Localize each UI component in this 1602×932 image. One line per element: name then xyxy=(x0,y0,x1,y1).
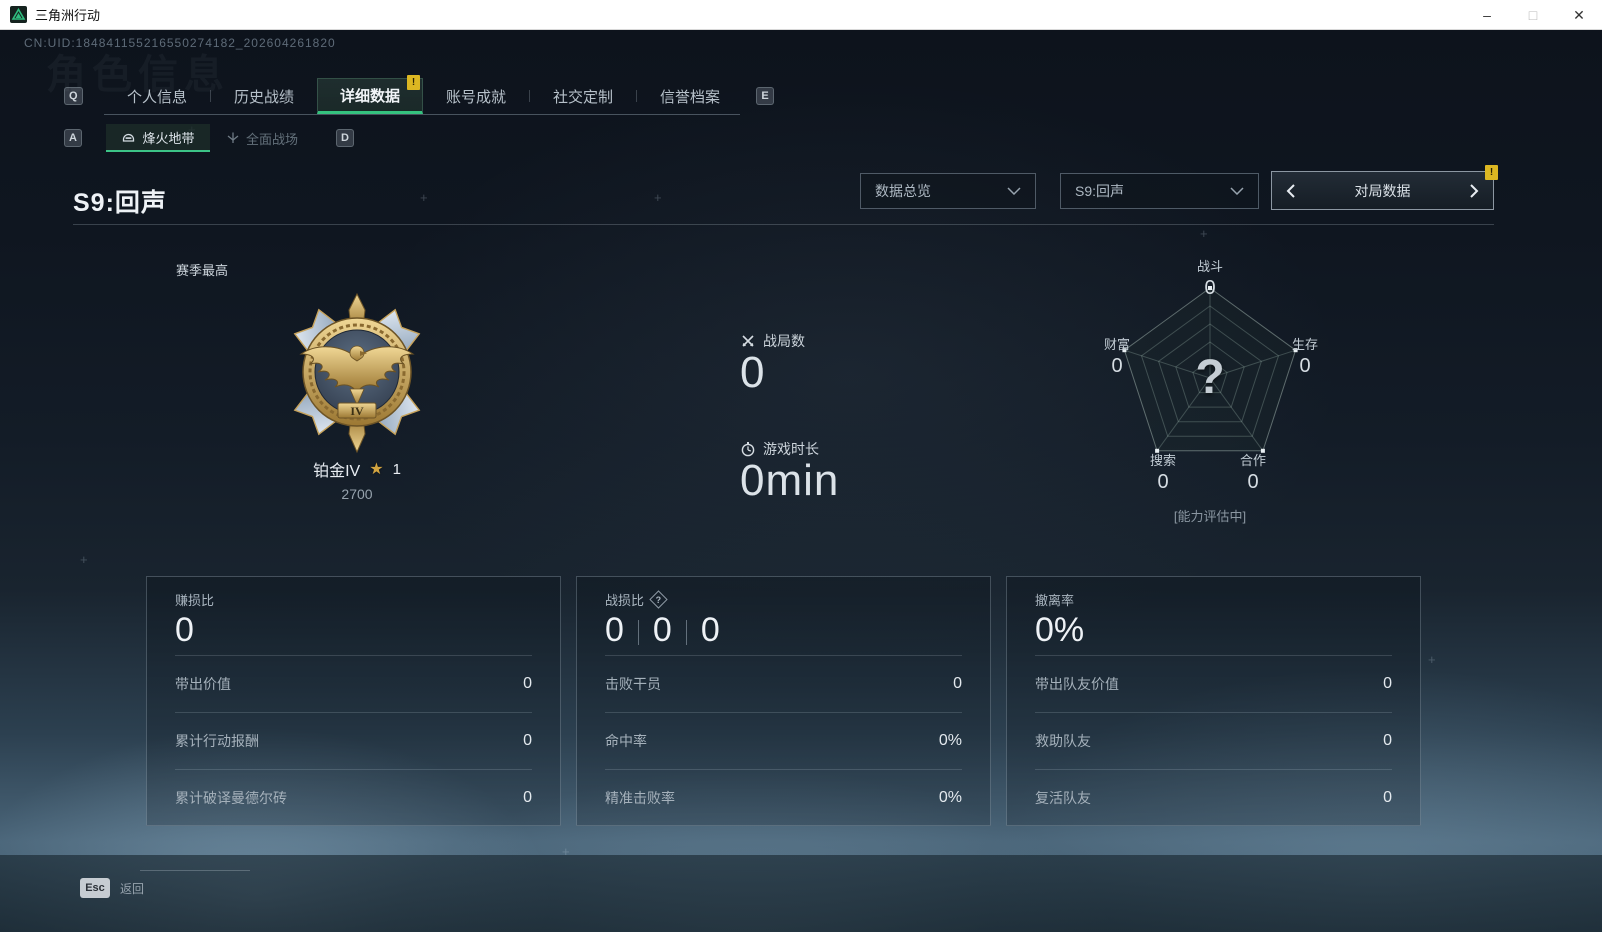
player-uid: CN:UID:184841155216550274182_20260426182… xyxy=(24,36,336,50)
crosshair-decoration: + xyxy=(1428,652,1436,667)
subtab-hazard-zone[interactable]: 烽火地带 xyxy=(106,124,210,152)
card-big-value: 0 0 0 xyxy=(605,611,720,649)
rank-name: 铂金IV xyxy=(313,463,361,480)
rank-score: 2700 xyxy=(341,486,373,502)
radar-axis-coop: 合作 0 xyxy=(1239,453,1266,493)
window-controls: – □ ✕ xyxy=(1464,0,1602,30)
stat-row: 复活队友 0 xyxy=(1035,769,1392,826)
chevron-down-icon xyxy=(1007,187,1021,195)
ability-radar-chart xyxy=(1122,286,1298,453)
tab-underline xyxy=(104,114,740,115)
tab-personal-info[interactable]: 个人信息 xyxy=(126,88,187,106)
footer-divider xyxy=(140,870,250,871)
card-extraction-rate: 撤离率 0% 带出队友价值 0 救助队友 0 复活队友 0 xyxy=(1006,576,1421,826)
tab-separator xyxy=(636,90,637,102)
stat-row: 累计行动报酬 0 xyxy=(175,712,532,769)
stat-row: 精准击败率 0% xyxy=(605,769,962,826)
stat-row: 救助队友 0 xyxy=(1035,712,1392,769)
crosshair-decoration: + xyxy=(1200,226,1208,241)
pager-next-icon[interactable] xyxy=(1465,182,1483,200)
key-hint-e: E xyxy=(756,87,774,105)
subtab-all-out-warfare[interactable]: 全面战场 xyxy=(210,124,314,152)
esc-key-badge: Esc xyxy=(80,878,110,898)
card-big-value: 0% xyxy=(1035,611,1085,649)
season-heading: S9:回声 xyxy=(73,189,167,217)
back-control[interactable]: Esc 返回 xyxy=(80,878,144,898)
alert-badge: ! xyxy=(407,75,420,90)
alert-badge: ! xyxy=(1485,165,1498,180)
window-title: 三角洲行动 xyxy=(35,8,101,23)
chevron-down-icon xyxy=(1230,187,1244,195)
ghost-page-title: 角色信息 xyxy=(46,53,230,97)
card-title: 战损比 xyxy=(605,593,645,608)
tab-social-custom[interactable]: 社交定制 xyxy=(552,88,613,106)
helmet-icon xyxy=(123,133,135,142)
help-icon[interactable]: ? xyxy=(649,590,668,609)
playtime-label-row: 游戏时长 xyxy=(740,439,819,459)
stat-row: 累计破译曼德尔砖 0 xyxy=(175,769,532,826)
minimize-button[interactable]: – xyxy=(1483,7,1491,23)
card-title: 赚损比 xyxy=(175,593,215,608)
value-divider xyxy=(685,620,687,645)
stat-row: 带出队友价值 0 xyxy=(1035,655,1392,712)
card-kd-ratio: 战损比 ? 0 0 0 击败干员 0 命中率 0% 精准击 xyxy=(576,576,991,826)
crosshair-decoration: + xyxy=(420,190,428,205)
main-content: 角色信息 CN:UID:184841155216550274182_202604… xyxy=(0,30,1602,932)
key-hint-d: D xyxy=(336,129,354,147)
playtime-label: 游戏时长 xyxy=(763,441,819,457)
back-label: 返回 xyxy=(120,881,145,896)
season-select-dropdown[interactable]: S9:回声 xyxy=(1060,173,1259,209)
window-titlebar: 三角洲行动 – □ ✕ xyxy=(0,0,1602,30)
marker-icon xyxy=(227,132,239,143)
tab-match-history[interactable]: 历史战绩 xyxy=(233,88,294,106)
battles-value: 0 xyxy=(740,348,766,397)
tab-separator xyxy=(210,90,211,102)
stat-row: 带出价值 0 xyxy=(175,655,532,712)
pager-prev-icon[interactable] xyxy=(1282,182,1300,200)
section-divider xyxy=(73,224,1494,225)
card-title: 撤离率 xyxy=(1035,593,1075,608)
crossed-swords-icon xyxy=(742,335,754,347)
radar-axis-wealth: 财富 0 xyxy=(1103,337,1130,377)
maximize-button[interactable]: □ xyxy=(1528,7,1538,23)
tab-detailed-stats[interactable]: 详细数据 ! xyxy=(317,75,423,114)
tab-separator xyxy=(529,90,530,102)
match-data-pager[interactable]: 对局数据 ! xyxy=(1271,165,1498,210)
rank-medal: IV xyxy=(267,284,447,461)
battles-label-row: 战局数 xyxy=(740,331,805,351)
radar-axis-combat: 战斗 0 xyxy=(1196,259,1223,299)
crosshair-decoration: + xyxy=(654,190,662,205)
rank-tier-numeral: IV xyxy=(350,404,364,418)
tab-reputation-file[interactable]: 信誉档案 xyxy=(659,88,720,106)
season-best-label: 赛季最高 xyxy=(176,263,229,278)
close-button[interactable]: ✕ xyxy=(1573,6,1585,23)
rank-name-row: 铂金IV ★ 1 xyxy=(237,457,477,481)
footer-band xyxy=(0,855,1602,932)
app-logo-icon xyxy=(10,6,27,23)
card-big-value: 0 xyxy=(175,611,194,649)
mode-tab-bar: 烽火地带 全面战场 xyxy=(106,124,314,152)
key-hint-a: A xyxy=(64,129,82,147)
clock-icon xyxy=(741,442,755,457)
stat-row: 命中率 0% xyxy=(605,712,962,769)
crosshair-decoration: + xyxy=(562,844,570,859)
stat-row: 击败干员 0 xyxy=(605,655,962,712)
radar-unknown-value: ? xyxy=(1195,351,1225,404)
key-hint-q: Q xyxy=(64,87,83,105)
tab-account-achievements[interactable]: 账号成就 xyxy=(445,88,506,106)
battles-label: 战局数 xyxy=(763,333,805,349)
rank-star-count: 1 xyxy=(392,460,401,478)
playtime-value: 0min xyxy=(740,456,840,505)
card-profit-loss: 赚损比 0 带出价值 0 累计行动报酬 0 累计破译曼德尔砖 0 xyxy=(146,576,561,826)
radar-evaluating-note: [能力评估中] xyxy=(1173,509,1247,524)
radar-axis-search: 搜索 0 xyxy=(1149,453,1176,493)
value-divider xyxy=(637,620,639,645)
crosshair-decoration: + xyxy=(80,552,88,567)
main-tab-bar: 个人信息 历史战绩 详细数据 ! 账号成就 社交定制 信誉档案 xyxy=(104,75,743,114)
rank-star-icon: ★ xyxy=(369,461,384,478)
radar-axis-survival: 生存 0 xyxy=(1291,337,1318,377)
data-overview-dropdown[interactable]: 数据总览 xyxy=(860,173,1036,209)
